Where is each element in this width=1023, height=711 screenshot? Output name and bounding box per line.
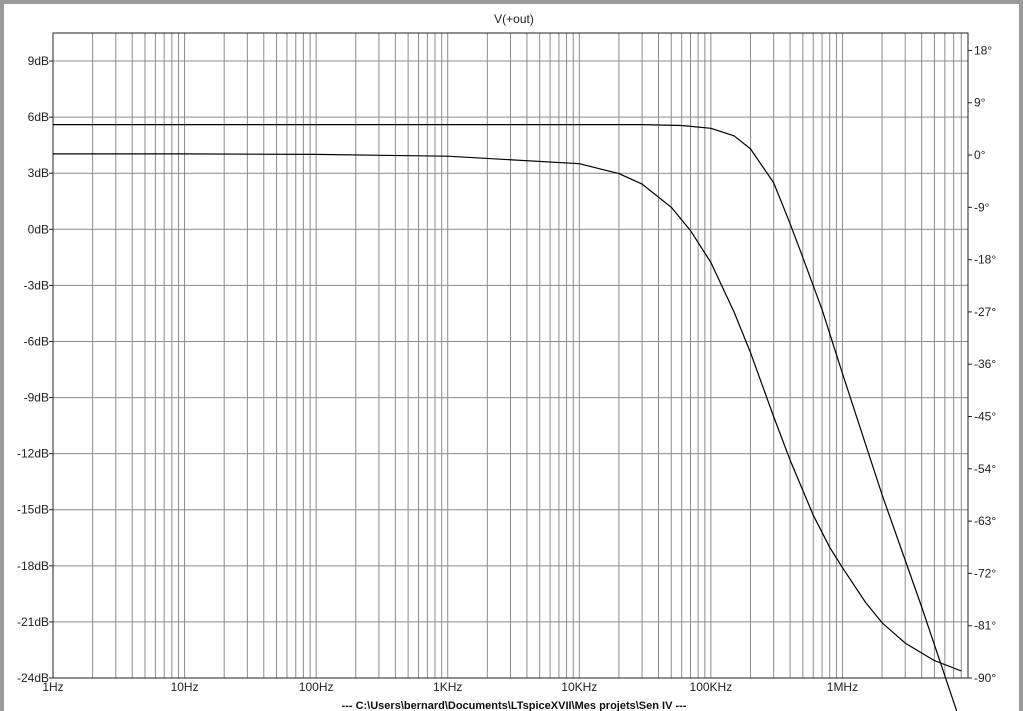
y-right-tick-label: -81° (974, 619, 996, 633)
y-left-tick-label: -12dB (17, 447, 49, 461)
x-tick-label: 1Hz (42, 680, 63, 694)
y-right-tick-label: 9° (974, 96, 986, 110)
y-right-tick-label: 18° (974, 43, 992, 57)
y-left-tick-label: -6dB (24, 334, 49, 348)
plot-window: V(+out) 9dB 6dB 3dB 0dB -3dB -6dB -9dB -12dB -15… (4, 4, 1019, 711)
x-tick-label: 1MHz (827, 680, 858, 694)
y-left-tick-label: -3dB (24, 278, 49, 292)
plot-title: V(+out) (494, 12, 534, 26)
x-tick-label: 100Hz (299, 680, 334, 694)
y-right-tick-label: -63° (974, 514, 996, 528)
x-tick-label: 1KHz (433, 680, 462, 694)
x-tick-label: 100KHz (690, 680, 733, 694)
plot-footer: --- C:\Users\bernard\Documents\LTspiceXV… (342, 700, 687, 711)
y-right-tick-label: -54° (974, 462, 996, 476)
x-tick-label: 10KHz (561, 680, 597, 694)
y-left-tick-label: -15dB (17, 503, 49, 517)
x-tick-label: 10Hz (171, 680, 199, 694)
y-right-tick-label: -90° (974, 671, 996, 685)
y-right-tick-label: -18° (974, 253, 996, 267)
y-right-tick-label: -27° (974, 305, 996, 319)
grid (52, 33, 969, 679)
magnitude-curve[interactable] (53, 124, 961, 711)
axis-ticks: 9dB 6dB 3dB 0dB -3dB -6dB -9dB -12dB -15dB -18dB -… (17, 43, 996, 694)
y-right-tick-label: 0° (974, 148, 986, 162)
phase-curve[interactable] (53, 153, 962, 672)
y-left-tick-label: -24dB (17, 671, 49, 685)
y-left-tick-label: -18dB (17, 559, 49, 573)
y-left-tick-label: 9dB (28, 54, 49, 68)
y-right-tick-label: -72° (974, 566, 996, 580)
y-left-tick-label: 0dB (28, 222, 49, 236)
y-right-tick-label: -45° (974, 410, 996, 424)
y-left-tick-label: 6dB (28, 110, 49, 124)
series-layer[interactable] (53, 124, 962, 711)
bode-plot: V(+out) 9dB 6dB 3dB 0dB -3dB -6dB -9dB -12dB -15… (17, 12, 996, 711)
y-right-tick-label: -36° (974, 357, 996, 371)
plot-frame (52, 32, 969, 679)
y-left-tick-label: 3dB (28, 166, 49, 180)
y-left-tick-label: -21dB (17, 615, 49, 629)
y-left-tick-label: -9dB (24, 391, 49, 405)
y-right-tick-label: -9° (974, 200, 990, 214)
